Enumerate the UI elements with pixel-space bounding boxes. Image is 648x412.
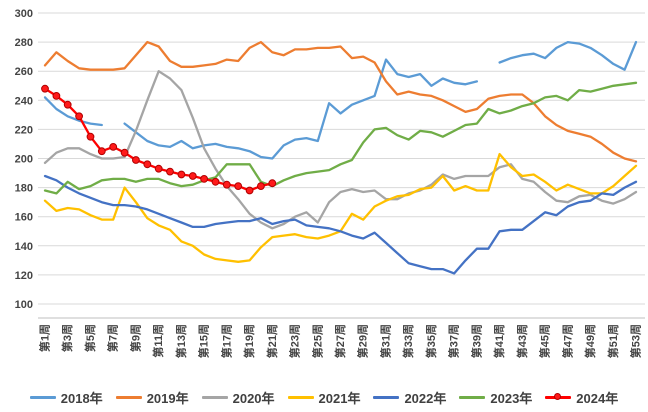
x-tick-label: 第5周	[83, 324, 97, 352]
legend-item-2021年: 2021年	[287, 388, 361, 407]
legend-swatch	[287, 395, 314, 399]
series-line-2018年	[123, 58, 479, 160]
data-point-marker	[109, 143, 118, 151]
x-tick-label: 第41周	[492, 324, 506, 358]
legend-swatch	[29, 395, 56, 399]
y-tick-label: 300	[15, 8, 33, 20]
x-tick-label: 第45周	[538, 324, 552, 358]
x-tick-label: 第39周	[469, 324, 483, 358]
data-point-marker	[200, 175, 209, 183]
x-tick-label: 第27周	[333, 324, 347, 358]
data-point-marker	[97, 147, 106, 156]
y-tick-label: 160	[15, 212, 33, 224]
data-point-marker	[63, 100, 72, 109]
data-point-marker	[177, 170, 186, 179]
series-line-2019年	[43, 40, 638, 163]
y-tick-label: 220	[15, 124, 33, 136]
x-tick-label: 第43周	[515, 324, 529, 358]
y-tick-label: 140	[15, 241, 33, 253]
y-tick-label: 100	[15, 299, 33, 311]
legend-item-2023年: 2023年	[459, 388, 532, 407]
legend-label: 2019年	[146, 390, 189, 406]
series-line-2018年	[498, 40, 638, 71]
data-point-marker	[41, 84, 49, 93]
data-point-marker	[234, 182, 243, 191]
x-tick-label: 第29周	[356, 324, 370, 358]
x-tick-label: 第7周	[106, 324, 120, 352]
legend-swatch	[115, 395, 142, 399]
x-tick-label: 第21周	[265, 324, 279, 358]
data-point-marker	[166, 167, 174, 176]
x-tick-label: 第15周	[197, 324, 211, 358]
data-point-marker	[211, 177, 220, 186]
series-line-2020年	[43, 70, 638, 230]
series-line-2023年	[43, 81, 638, 195]
data-point-marker	[222, 180, 231, 189]
x-tick-label: 第23周	[288, 324, 302, 358]
x-tick-label: 第17周	[219, 324, 233, 358]
legend-item-2019年: 2019年	[115, 388, 189, 407]
x-tick-label: 第13周	[174, 324, 188, 358]
x-tick-label: 第51周	[606, 324, 620, 358]
x-tick-label: 第53周	[629, 324, 643, 358]
y-tick-label: 280	[15, 37, 33, 49]
data-point-marker	[188, 172, 197, 180]
legend-label: 2022年	[404, 390, 447, 406]
x-tick-label: 第9周	[128, 324, 142, 352]
legend-swatch	[373, 395, 400, 399]
x-tick-label: 第1周	[38, 324, 52, 352]
legend-item-2018年: 2018年	[29, 388, 103, 407]
x-tick-label: 第25周	[310, 324, 324, 358]
x-tick-label: 第33周	[401, 324, 415, 358]
legend-item-2022年: 2022年	[373, 388, 446, 407]
legend-label: 2020年	[232, 390, 275, 406]
x-tick-label: 第3周	[60, 324, 74, 352]
data-point-marker	[86, 132, 95, 141]
data-point-marker	[257, 182, 265, 191]
plot-area: 100120140160180200220240260280300第1周 第3周第…	[15, 8, 645, 358]
legend-marker-dot	[554, 392, 562, 400]
data-point-marker	[132, 156, 140, 164]
legend-item-2020年: 2020年	[201, 388, 275, 407]
data-point-marker	[52, 92, 61, 100]
y-tick-label: 200	[15, 154, 33, 166]
data-point-marker	[268, 179, 277, 188]
x-tick-label: 第11周	[151, 324, 165, 358]
y-tick-label: 120	[15, 270, 33, 282]
legend-label: 2018年	[60, 390, 103, 406]
data-point-marker	[143, 160, 152, 169]
legend-swatch	[545, 392, 572, 400]
series-line-2018年	[43, 96, 103, 127]
y-tick-label: 240	[15, 95, 33, 107]
y-tick-label: 260	[15, 66, 33, 78]
data-point-marker	[120, 148, 129, 157]
y-tick-label: 180	[15, 183, 33, 195]
chart-legend: 2018年 2019年 2020年 2021年 2022年 2023年 2024年	[0, 383, 648, 411]
series-line-2022年	[43, 174, 638, 275]
series-line-2024年	[43, 87, 274, 192]
data-point-marker	[154, 164, 163, 173]
legend-label: 2024年	[576, 390, 619, 406]
x-tick-label: 第31周	[379, 324, 393, 358]
legend-swatch	[459, 395, 486, 399]
x-tick-label: 第49周	[583, 324, 597, 358]
data-point-marker	[245, 186, 254, 195]
x-tick-label: 第37周	[447, 324, 461, 358]
x-tick-label: 第47周	[560, 324, 574, 358]
x-tick-label: 第19周	[242, 324, 256, 358]
legend-label: 2023年	[490, 390, 533, 406]
data-point-marker	[75, 112, 83, 121]
legend-swatch	[201, 395, 228, 399]
legend-item-2024年: 2024年	[545, 388, 618, 407]
x-tick-label: 第35周	[424, 324, 438, 358]
legend-label: 2021年	[318, 390, 361, 406]
